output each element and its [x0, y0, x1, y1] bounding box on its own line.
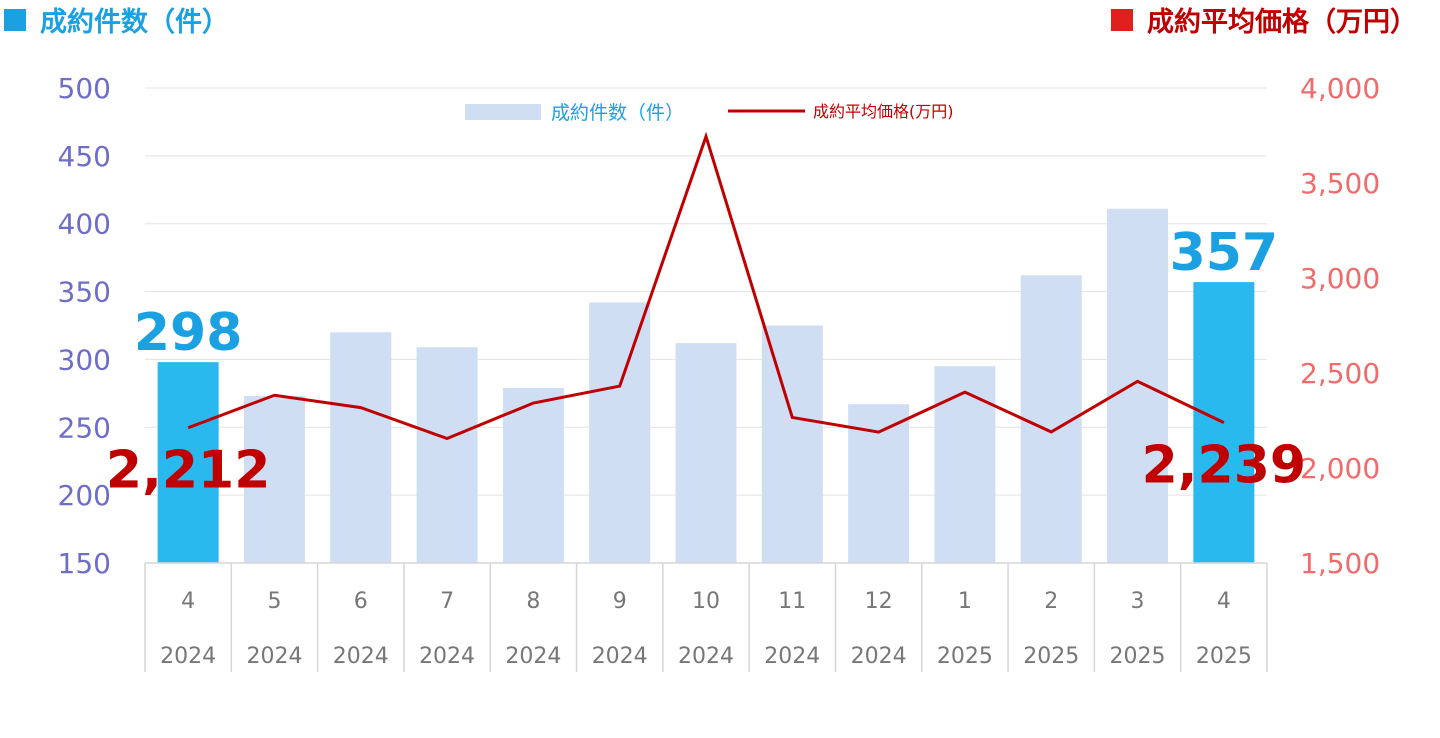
x-tick-month: 12 [865, 589, 893, 614]
legend: 成約件数（件） 成約平均価格(万円) [465, 102, 954, 124]
right-tick-label: 3,500 [1300, 167, 1380, 200]
right-tick-label: 1,500 [1300, 547, 1380, 580]
bar [675, 343, 737, 563]
x-tick-year: 2024 [505, 644, 561, 669]
line-data-label: 2,212 [106, 441, 270, 501]
bars-layer [157, 208, 1255, 564]
left-tick-label: 450 [58, 140, 111, 173]
left-axis: 500 450 400 350 300 250 200 150 [58, 72, 111, 580]
right-tick-label: 3,000 [1300, 262, 1380, 295]
bar [1107, 208, 1169, 564]
x-tick-month: 8 [526, 589, 540, 614]
x-tick-year: 2025 [1023, 644, 1079, 669]
x-tick-month: 3 [1131, 589, 1145, 614]
left-tick-label: 500 [58, 72, 111, 105]
bar [157, 362, 219, 563]
x-tick-year: 2025 [937, 644, 993, 669]
left-tick-label: 150 [58, 547, 111, 580]
left-tick-label: 400 [58, 208, 111, 241]
bar [589, 302, 651, 563]
left-tick-label: 350 [58, 276, 111, 309]
x-tick-year: 2024 [592, 644, 648, 669]
x-tick-month: 4 [181, 589, 195, 614]
line-data-label: 2,239 [1142, 436, 1306, 496]
legend-bar-swatch [465, 104, 541, 120]
x-tick-year: 2024 [678, 644, 734, 669]
legend-bar-label: 成約件数（件） [551, 102, 684, 124]
x-tick-month: 10 [692, 589, 720, 614]
bar [243, 396, 305, 563]
right-tick-label: 2,000 [1300, 452, 1380, 485]
x-tick-year: 2025 [1196, 644, 1252, 669]
left-tick-label: 300 [58, 343, 111, 376]
x-tick-month: 11 [778, 589, 806, 614]
bar [416, 347, 478, 563]
x-tick-month: 5 [267, 589, 281, 614]
x-tick-month: 9 [613, 589, 627, 614]
right-tick-label: 4,000 [1300, 72, 1380, 105]
bar-data-label: 357 [1170, 223, 1279, 283]
right-axis-title-group: 成約平均価格（万円） [1111, 6, 1417, 38]
right-axis-title-square-icon [1111, 9, 1133, 31]
x-tick-year: 2024 [851, 644, 907, 669]
x-tick-year: 2024 [246, 644, 302, 669]
x-tick-month: 6 [354, 589, 368, 614]
right-tick-label: 2,500 [1300, 357, 1380, 390]
x-tick-month: 4 [1217, 589, 1231, 614]
x-tick-year: 2024 [764, 644, 820, 669]
line-layer [187, 131, 1225, 441]
right-axis: 4,000 3,500 3,000 2,500 2,000 1,500 [1300, 72, 1380, 580]
bar [934, 366, 996, 563]
x-tick-month: 2 [1044, 589, 1058, 614]
bar [502, 387, 564, 563]
bar [761, 325, 823, 563]
bar [330, 332, 392, 563]
left-tick-label: 250 [58, 411, 111, 444]
x-tick-month: 1 [958, 589, 972, 614]
data-labels-layer: 298 357 2,212 2,239 [106, 223, 1306, 501]
legend-line-label: 成約平均価格(万円) [813, 102, 954, 121]
x-axis: 4 2024 5 2024 6 2024 7 2024 8 2024 9 2024 10 2024 11 20… [144, 562, 1268, 672]
left-tick-label: 200 [58, 479, 111, 512]
left-axis-title-group: 成約件数（件） [4, 6, 229, 38]
x-tick-year: 2024 [333, 644, 389, 669]
right-axis-title: 成約平均価格（万円） [1147, 6, 1417, 38]
x-tick-year: 2025 [1110, 644, 1166, 669]
left-axis-title-square-icon [4, 9, 26, 31]
left-axis-title: 成約件数（件） [40, 6, 229, 38]
bar-data-label: 298 [134, 303, 243, 363]
x-tick-year: 2024 [419, 644, 475, 669]
x-tick-year: 2024 [160, 644, 216, 669]
x-tick-month: 7 [440, 589, 454, 614]
